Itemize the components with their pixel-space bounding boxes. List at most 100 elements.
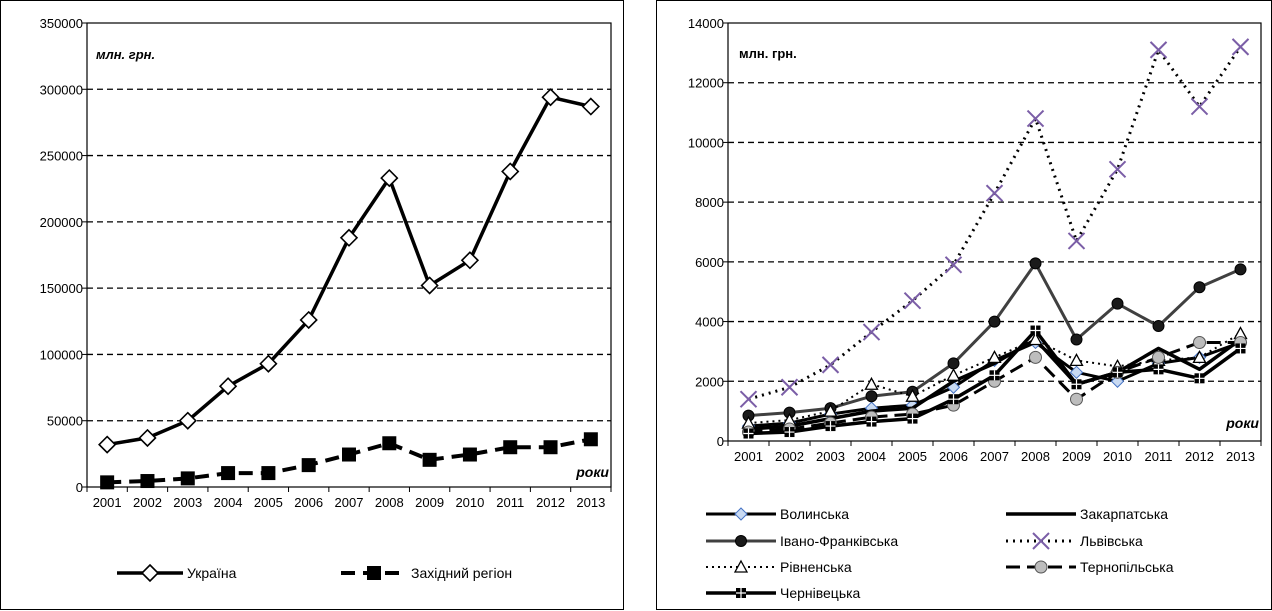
regions-legend-label: Тернопільська [1080,559,1174,575]
ukraine-data-point [218,377,238,396]
regions-y-tick-label: 2000 [695,374,724,389]
regions-legend-marker [1032,532,1050,550]
regions-legend-label: Закарпатська [1080,506,1168,522]
regions-series-6 [743,325,1246,439]
ukraine-data-point [503,440,518,455]
regions-x-tick-label: 2009 [1062,449,1091,464]
regions-data-point [985,184,1004,202]
ukraine-x-tick-label: 2011 [496,495,524,510]
ukraine-x-tick-label: 2008 [375,495,404,510]
ukraine-data-point [380,168,399,188]
regions-x-tick-label: 2006 [939,449,968,464]
ukraine-x-tick-label: 2007 [335,495,364,510]
regions-data-point [1111,297,1124,310]
regions-data-point-cross [948,394,959,405]
ukraine-y-tick-label: 350000 [40,16,83,31]
ukraine-unit-label: млн. грн. [96,47,155,62]
ukraine-data-point [501,162,520,181]
regions-x-tick-label: 2012 [1185,449,1214,464]
ukraine-data-point [342,447,356,462]
regions-data-point [988,315,1001,328]
ukraine-data-point [583,432,598,447]
regions-data-point [1193,281,1206,294]
regions-data-point [865,390,878,403]
chart-ukraine-svg: 0 50000 100000 150000 200000 250000 300000 3500… [40,16,612,583]
regions-data-point-cross [743,428,754,439]
regions-legend-label: Чернівецька [780,585,861,601]
regions-legend-label: Івано-Франківська [780,533,898,549]
regions-data-point-cross [1030,325,1041,336]
regions-data-point [1231,38,1250,56]
regions-data-point [1070,333,1083,346]
ukraine-data-point [259,354,278,373]
ukraine-data-point [221,466,236,481]
ukraine-y-tick-label: 100000 [40,347,83,362]
regions-legend-item: Волинська [706,506,849,522]
regions-legend-item: Закарпатська [1006,506,1168,522]
regions-y-tick-label: 10000 [688,135,724,150]
regions-data-point [1190,97,1209,116]
regions-data-point-cross [1235,343,1246,354]
ukraine-legend-marker [367,566,381,580]
regions-legend-label: Рівненська [780,559,852,575]
regions-legend-item: Івано-Франківська [706,533,898,549]
regions-data-point [1070,392,1083,406]
regions-data-point-cross [825,421,836,432]
regions-data-point [1149,41,1168,59]
ukraine-data-point [420,276,439,295]
ukraine-x-tick-label: 2006 [294,495,323,510]
ukraine-legend-label: Україна [187,565,237,581]
ukraine-legend-item: Україна [117,563,237,583]
regions-legend-marker [735,535,747,547]
regions-data-point [1069,365,1084,380]
regions-y-tick-label: 4000 [695,315,724,330]
regions-data-point-cross [784,427,795,438]
regions-data-point-cross [1153,364,1164,375]
regions-data-point-cross [907,413,918,424]
regions-data-point [903,291,922,310]
regions-data-point [823,403,838,417]
ukraine-y-tick-label: 50000 [47,414,83,429]
regions-unit-label: млн. грн. [739,46,797,61]
chart-regions-svg: 0 2000 4000 6000 8000 10000 12000 14000 2001 2002… [688,16,1262,601]
regions-data-point [739,390,758,408]
ukraine-series-1 [100,432,598,490]
regions-data-point [1152,320,1165,333]
ukraine-y-tick-label: 300000 [40,82,83,97]
ukraine-data-point [581,97,600,116]
ukraine-data-point [299,310,318,330]
ukraine-x-tick-label: 2003 [173,495,202,510]
regions-x-tick-label: 2005 [898,449,927,464]
ukraine-x-tick-label: 2004 [214,495,243,510]
regions-data-point [1110,374,1125,388]
regions-x-tick-label: 2002 [775,449,804,464]
regions-data-point [1026,109,1045,128]
regions-legend-marker [733,559,749,573]
regions-legend-item: Чернівецька [706,585,861,601]
ukraine-data-point [180,471,195,486]
chart-panel-regions: 0 2000 4000 6000 8000 10000 12000 14000 2001 2002… [656,0,1272,610]
regions-legend-marker-cross [736,588,746,598]
regions-y-tick-label: 8000 [695,195,724,210]
chart-panel-ukraine: 0 50000 100000 150000 200000 250000 300000 3500… [0,0,624,610]
ukraine-y-tick-label: 150000 [40,281,83,296]
regions-data-point [1067,232,1086,250]
regions-data-point [987,350,1002,364]
ukraine-y-tick-label: 250000 [40,149,83,164]
regions-legend-marker [1034,560,1048,574]
regions-data-point [1069,353,1084,367]
ukraine-x-tick-label: 2009 [415,495,444,510]
ukraine-data-point [100,475,115,490]
ukraine-data-point [541,88,560,107]
ukraine-x-tick-label: 2012 [536,495,565,510]
regions-legend-item: Рівненська [706,559,852,575]
ukraine-legend-item: Західний регіон [341,565,512,581]
regions-legend-marker [734,507,748,521]
regions-legend-label: Львівська [1080,533,1143,549]
regions-x-tick-label: 2011 [1145,449,1173,464]
ukraine-legend-label: Західний регіон [411,565,512,581]
ukraine-data-point [382,436,397,451]
ukraine-data-point [178,411,197,430]
ukraine-x-tick-label: 2002 [133,495,162,510]
regions-data-point [905,388,920,402]
